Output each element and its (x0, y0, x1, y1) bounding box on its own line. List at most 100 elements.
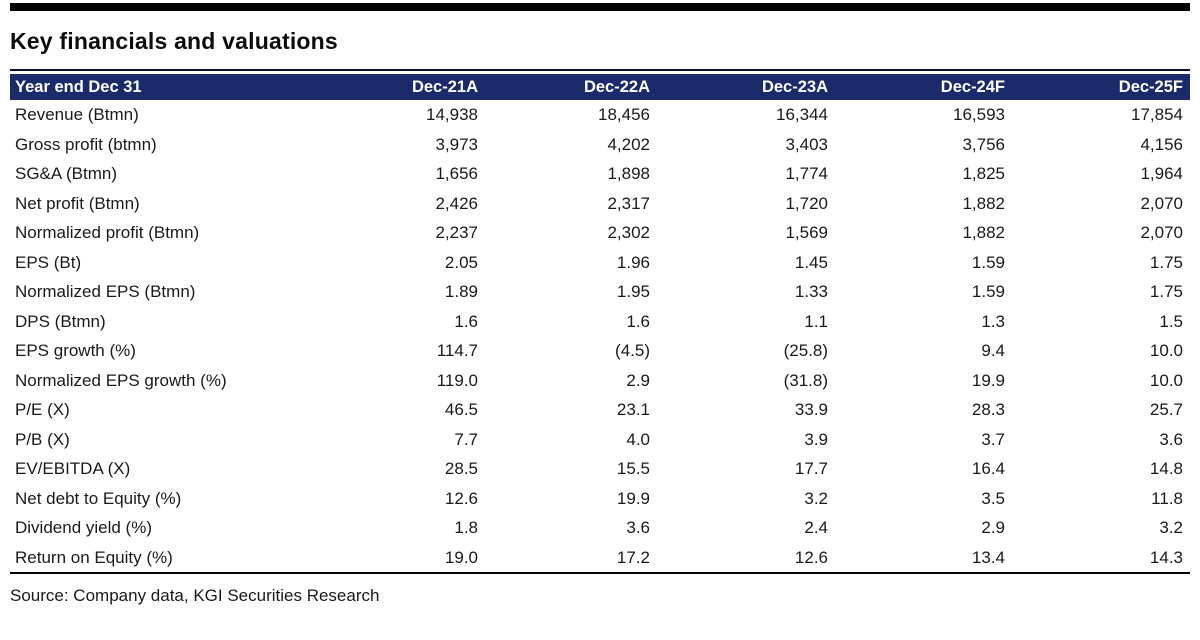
cell-value: 14.8 (1149, 459, 1183, 478)
header-dec-21a: Dec-21A (310, 74, 485, 100)
table-row: Gross profit (btmn) 3,973 4,202 3,403 3,… (10, 130, 1190, 160)
cell-value: 1,720 (785, 193, 828, 213)
key-financials-table: Year end Dec 31 Dec-21A Dec-22A Dec-23A … (10, 74, 1190, 574)
cell-value: 4,202 (607, 134, 650, 154)
top-divider-bar (10, 3, 1190, 11)
cell-value: 18,456 (598, 105, 650, 124)
cell-value: 1.75 (1149, 282, 1183, 301)
cell-value: 2.9 (626, 370, 650, 390)
table-row: Dividend yield (%) 1.8 3.6 2.4 2.9 3.2 (10, 513, 1190, 543)
cell-value: 3.2 (804, 488, 828, 508)
header-dec-23a: Dec-23A (657, 74, 835, 100)
cell-value: 2,070 (1140, 223, 1183, 242)
cell-value: 12.6 (794, 547, 828, 567)
cell-value: 1.59 (971, 252, 1005, 272)
cell-value: 17.7 (794, 459, 828, 478)
cell-value: 2,237 (435, 223, 478, 242)
cell-value: 1,882 (962, 223, 1005, 242)
cell-value: 1,898 (607, 164, 650, 183)
cell-value: 15.5 (616, 459, 650, 478)
cell-value: 3,756 (962, 134, 1005, 154)
cell-value: 1,964 (1140, 164, 1183, 183)
cell-value: 2,426 (435, 193, 478, 213)
cell-value: (31.8) (783, 370, 828, 390)
cell-value: 3,973 (435, 134, 478, 154)
cell-value: 19.9 (616, 488, 650, 508)
cell-value: 2,317 (607, 193, 650, 213)
cell-value: 2,070 (1140, 193, 1183, 213)
cell-value: 23.1 (616, 400, 650, 419)
cell-value: 3.6 (1159, 429, 1183, 449)
page-title: Key financials and valuations (10, 28, 338, 54)
table-row: Normalized profit (Btmn) 2,237 2,302 1,5… (10, 218, 1190, 248)
cell-value: 4.0 (626, 429, 650, 449)
row-label: Net profit (Btmn) (15, 193, 140, 213)
cell-value: 7.7 (454, 429, 478, 449)
table-top-rule (10, 69, 1190, 71)
cell-value: (4.5) (615, 341, 650, 360)
cell-value: 10.0 (1149, 341, 1183, 360)
cell-value: 1.95 (616, 282, 650, 301)
cell-value: 16,344 (776, 105, 828, 124)
table-row: Revenue (Btmn) 14,938 18,456 16,344 16,5… (10, 100, 1190, 130)
cell-value: 4,156 (1140, 134, 1183, 154)
cell-value: 3.7 (981, 429, 1005, 449)
cell-value: 2.9 (981, 518, 1005, 537)
row-label: Normalized EPS growth (%) (15, 370, 227, 390)
cell-value: 1.59 (971, 282, 1005, 301)
cell-value: 16,593 (953, 105, 1005, 124)
cell-value: 17.2 (616, 547, 650, 567)
cell-value: 1,825 (962, 164, 1005, 183)
cell-value: 1.6 (454, 311, 478, 331)
table-row: Net debt to Equity (%) 12.6 19.9 3.2 3.5… (10, 484, 1190, 514)
cell-value: 1,569 (785, 223, 828, 242)
cell-value: 2.4 (804, 518, 828, 537)
row-label: Revenue (Btmn) (15, 105, 139, 124)
table-body: Revenue (Btmn) 14,938 18,456 16,344 16,5… (10, 100, 1190, 573)
cell-value: 1,774 (785, 164, 828, 183)
table-row: Normalized EPS growth (%) 119.0 2.9 (31.… (10, 366, 1190, 396)
cell-value: 1.96 (616, 252, 650, 272)
cell-value: 1,656 (435, 164, 478, 183)
cell-value: 2.05 (444, 252, 478, 272)
cell-value: 1.3 (981, 311, 1005, 331)
cell-value: 1.5 (1159, 311, 1183, 331)
cell-value: (25.8) (783, 341, 828, 360)
cell-value: 119.0 (436, 370, 478, 390)
header-dec-22a: Dec-22A (485, 74, 657, 100)
cell-value: 1.45 (794, 252, 828, 272)
cell-value: 33.9 (794, 400, 828, 419)
cell-value: 46.5 (444, 400, 478, 419)
cell-value: 1.33 (794, 282, 828, 301)
table-header-row: Year end Dec 31 Dec-21A Dec-22A Dec-23A … (10, 74, 1190, 100)
header-dec-25f: Dec-25F (1012, 74, 1190, 100)
cell-value: 13.4 (971, 547, 1005, 567)
cell-value: 3.2 (1159, 518, 1183, 537)
table-row: P/B (X) 7.7 4.0 3.9 3.7 3.6 (10, 425, 1190, 455)
row-label: Return on Equity (%) (15, 547, 173, 567)
row-label: DPS (Btmn) (15, 311, 106, 331)
cell-value: 11.8 (1151, 488, 1183, 508)
row-label: EV/EBITDA (X) (15, 459, 131, 478)
cell-value: 14,938 (426, 105, 478, 124)
cell-value: 25.7 (1149, 400, 1183, 419)
cell-value: 2,302 (607, 223, 650, 242)
cell-value: 3.5 (981, 488, 1005, 508)
row-label: P/E (X) (15, 400, 70, 419)
row-label: Dividend yield (%) (15, 518, 152, 537)
row-label: P/B (X) (15, 429, 70, 449)
cell-value: 19.0 (444, 547, 478, 567)
cell-value: 114.7 (436, 341, 478, 360)
table-row: Return on Equity (%) 19.0 17.2 12.6 13.4… (10, 543, 1190, 574)
table-row: P/E (X) 46.5 23.1 33.9 28.3 25.7 (10, 395, 1190, 425)
row-label: Normalized profit (Btmn) (15, 223, 200, 242)
cell-value: 1,882 (962, 193, 1005, 213)
cell-value: 12.6 (444, 488, 478, 508)
cell-value: 1.1 (804, 311, 828, 331)
cell-value: 16.4 (971, 459, 1005, 478)
cell-value: 28.3 (971, 400, 1005, 419)
row-label: Normalized EPS (Btmn) (15, 282, 196, 301)
cell-value: 14.3 (1149, 547, 1183, 567)
table-row: EV/EBITDA (X) 28.5 15.5 17.7 16.4 14.8 (10, 454, 1190, 484)
